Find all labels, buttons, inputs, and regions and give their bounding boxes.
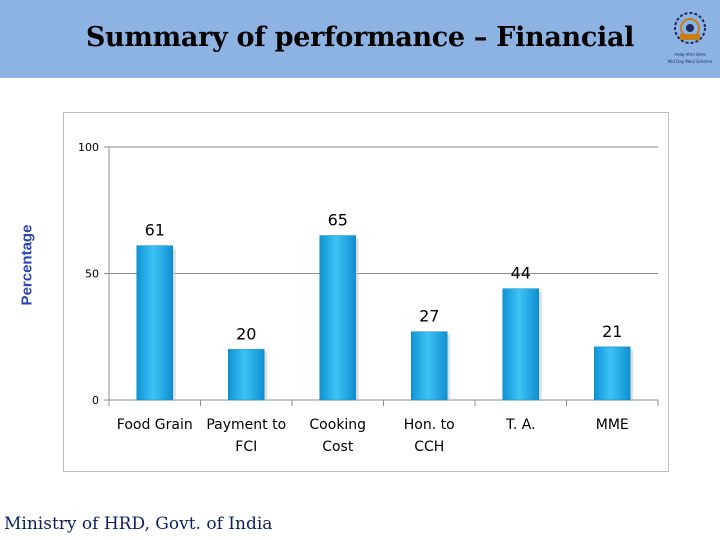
data-label: 20 bbox=[236, 324, 256, 343]
y-tick-label: 0 bbox=[92, 394, 99, 407]
x-category-label: T. A. bbox=[505, 417, 536, 433]
y-tick-label: 100 bbox=[78, 141, 99, 154]
data-label: 61 bbox=[145, 221, 165, 240]
x-category-label: Payment to FCI bbox=[206, 417, 286, 455]
x-category-label: Food Grain bbox=[117, 417, 193, 433]
chart-area: 0 50 100 61 Food Grain 20 Payment to FCI 65 Cooki… bbox=[63, 112, 669, 472]
title-banner bbox=[0, 0, 720, 78]
y-axis-label: Percentage bbox=[18, 224, 36, 306]
data-label: 21 bbox=[602, 322, 622, 341]
bar-hon-to-cch bbox=[411, 331, 448, 401]
bar-payment-to-fci bbox=[228, 349, 265, 401]
bar-food-grain bbox=[136, 245, 173, 401]
logo-caption-hindi: मध्याह्न भोजन योजना bbox=[675, 52, 707, 57]
logo-caption-english: Mid Day Meal Scheme bbox=[668, 59, 713, 64]
x-category-label: Cooking Cost bbox=[309, 417, 366, 455]
y-tick-label: 50 bbox=[85, 268, 99, 281]
data-label: 27 bbox=[419, 307, 439, 326]
emblem-logo-icon: मध्याह्न भोजन योजना Mid Day Meal Scheme bbox=[668, 12, 713, 64]
data-label: 65 bbox=[328, 211, 348, 230]
page-title: Summary of performance – Financial bbox=[85, 22, 635, 53]
x-category-label: Hon. to CCH bbox=[404, 417, 455, 455]
bar-mme bbox=[594, 346, 631, 401]
bar-t-a bbox=[502, 288, 539, 401]
bar-chart: 0 50 100 61 Food Grain 20 Payment to FCI 65 Cooki… bbox=[78, 141, 659, 455]
footer-credit: Ministry of HRD, Govt. of India bbox=[4, 514, 273, 534]
data-label: 44 bbox=[511, 264, 531, 283]
x-category-label: MME bbox=[596, 417, 629, 433]
bar-cooking-cost bbox=[319, 235, 356, 401]
